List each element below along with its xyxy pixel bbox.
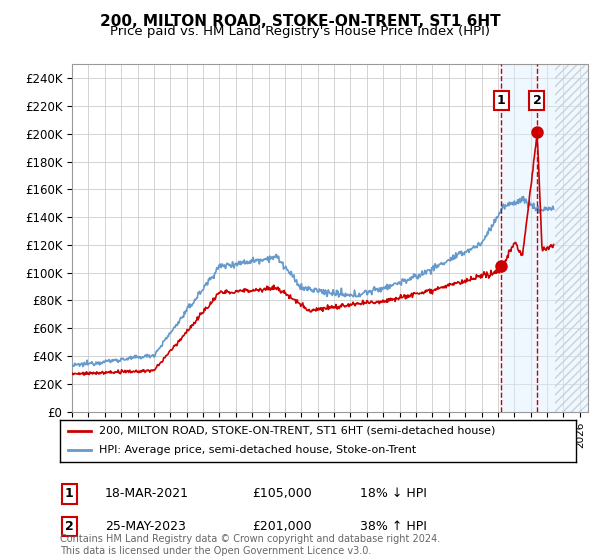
Text: 2: 2 bbox=[533, 94, 541, 108]
Text: 18-MAR-2021: 18-MAR-2021 bbox=[105, 487, 189, 501]
Text: £105,000: £105,000 bbox=[252, 487, 312, 501]
Text: Contains HM Land Registry data © Crown copyright and database right 2024.
This d: Contains HM Land Registry data © Crown c… bbox=[60, 534, 440, 556]
Text: 2: 2 bbox=[65, 520, 73, 533]
Bar bbox=[555, 64, 588, 412]
Text: 200, MILTON ROAD, STOKE-ON-TRENT, ST1 6HT: 200, MILTON ROAD, STOKE-ON-TRENT, ST1 6H… bbox=[100, 14, 500, 29]
Text: 200, MILTON ROAD, STOKE-ON-TRENT, ST1 6HT (semi-detached house): 200, MILTON ROAD, STOKE-ON-TRENT, ST1 6H… bbox=[98, 426, 495, 436]
Text: 18% ↓ HPI: 18% ↓ HPI bbox=[360, 487, 427, 501]
Bar bbox=[555, 64, 588, 412]
Text: 25-MAY-2023: 25-MAY-2023 bbox=[105, 520, 186, 533]
Bar bbox=[502, 64, 588, 412]
Text: Price paid vs. HM Land Registry's House Price Index (HPI): Price paid vs. HM Land Registry's House … bbox=[110, 25, 490, 38]
Text: 1: 1 bbox=[65, 487, 73, 501]
Text: £201,000: £201,000 bbox=[252, 520, 311, 533]
Text: 38% ↑ HPI: 38% ↑ HPI bbox=[360, 520, 427, 533]
Text: 1: 1 bbox=[497, 94, 506, 108]
Text: HPI: Average price, semi-detached house, Stoke-on-Trent: HPI: Average price, semi-detached house,… bbox=[98, 445, 416, 455]
